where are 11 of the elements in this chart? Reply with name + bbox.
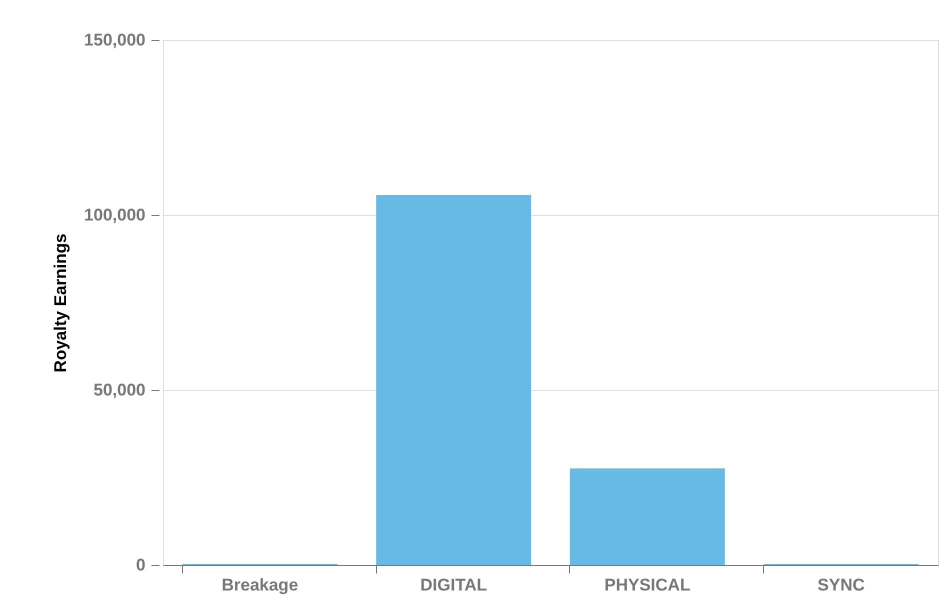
x-tick-label: SYNC: [818, 576, 865, 594]
y-tick-label: 0: [136, 556, 146, 574]
y-tick-label: 150,000: [84, 30, 146, 50]
x-tick-label: Breakage: [222, 576, 298, 594]
x-tick-label: DIGITAL: [420, 576, 487, 594]
bar: [570, 468, 725, 565]
y-axis-title: Royalty Earnings: [51, 234, 70, 372]
y-tick-label: 100,000: [84, 206, 146, 224]
bar: [376, 195, 532, 565]
x-tick-label: PHYSICAL: [604, 576, 690, 594]
y-tick-label: 50,000: [94, 380, 146, 400]
